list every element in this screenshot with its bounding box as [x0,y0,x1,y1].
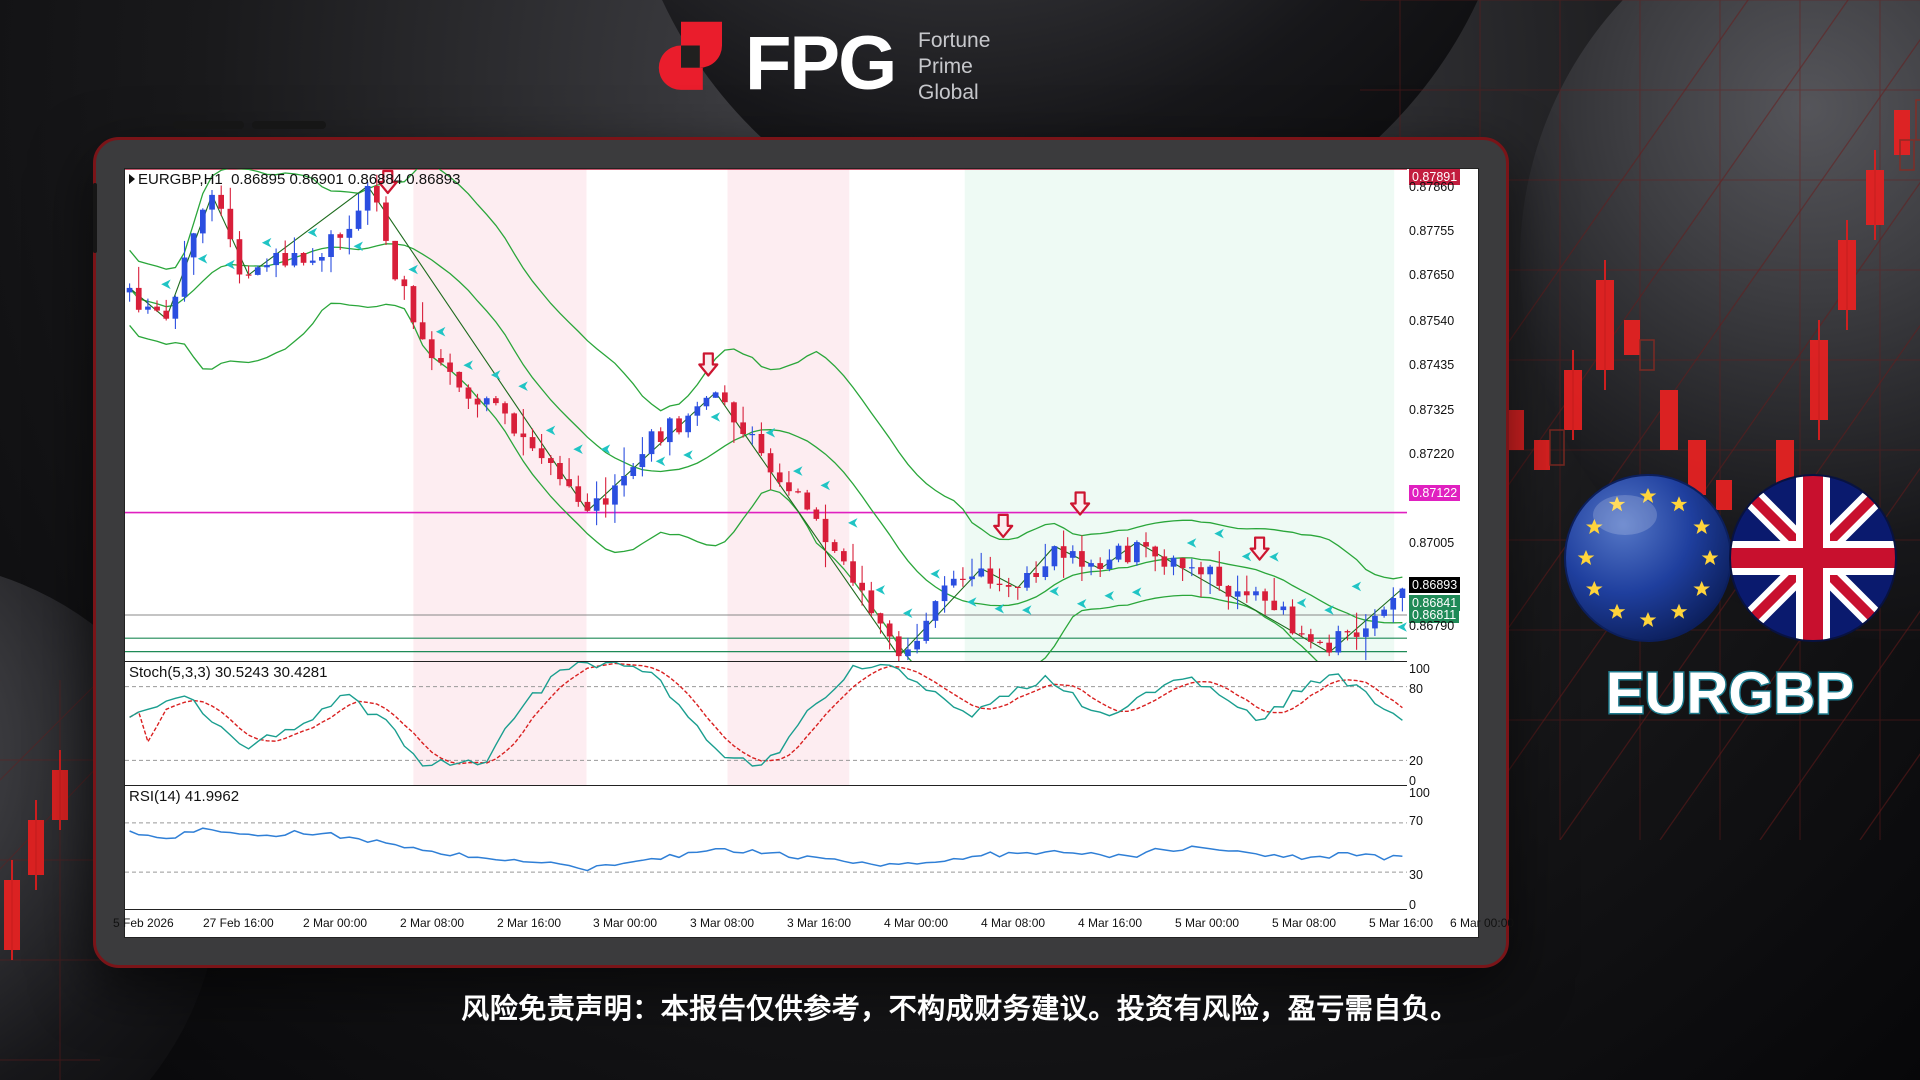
svg-text:EURGBP: EURGBP [1606,661,1854,726]
